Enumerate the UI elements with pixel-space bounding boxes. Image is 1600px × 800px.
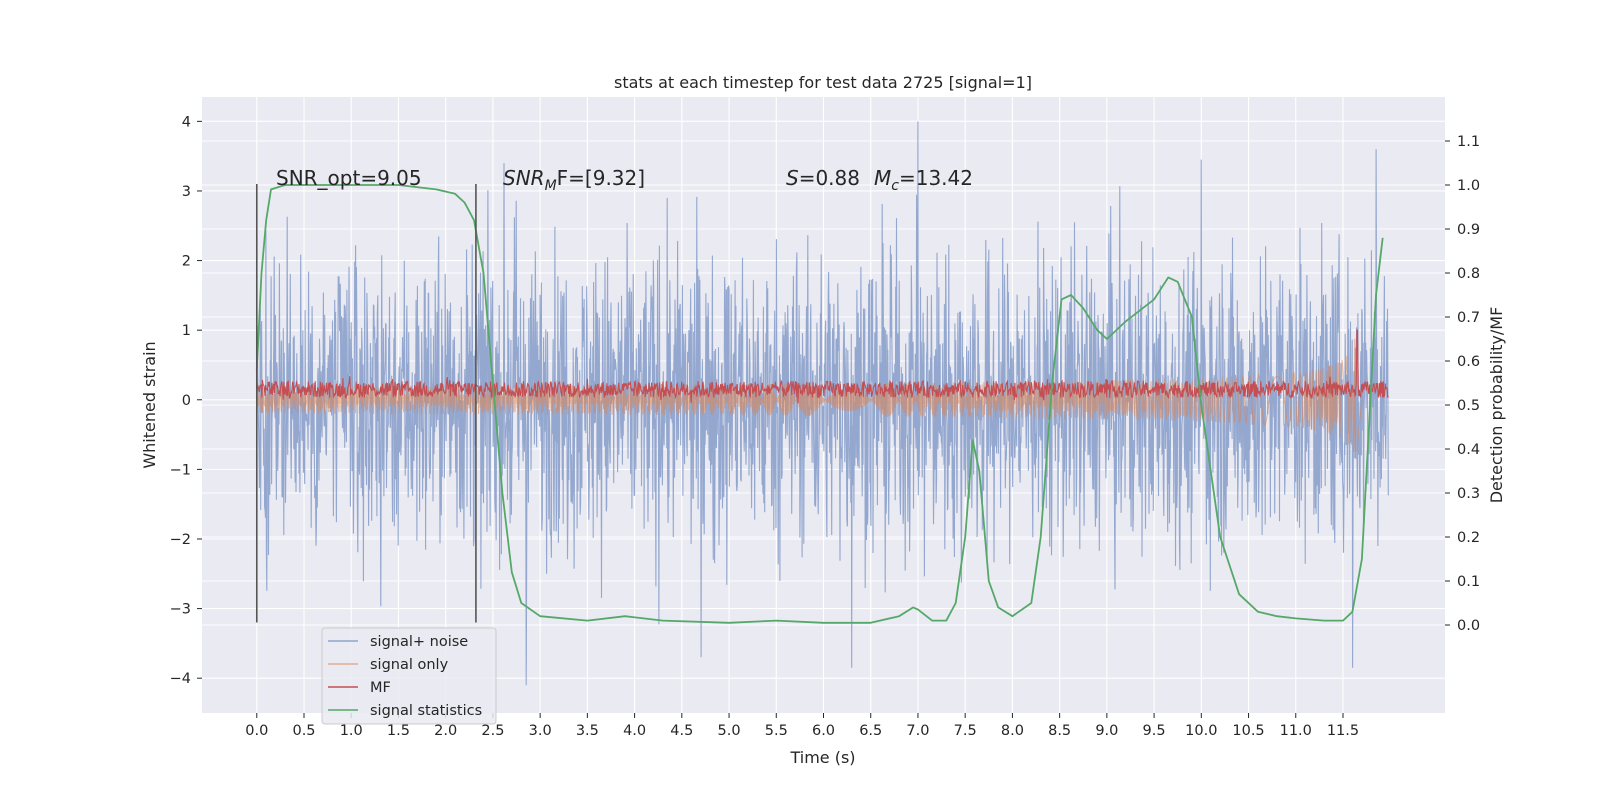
y-tick-label: −4 — [170, 671, 191, 687]
x-axis-ticks: 0.0 0.5 1.0 1.5 2.0 2.5 3.0 3.5 4.0 4.5 5.0 5.5 6.0 6… — [245, 713, 1359, 739]
annotation-snr-mf-sub: M — [545, 178, 557, 194]
annotation-snr-mf-main: SNR — [503, 166, 545, 190]
y-tick-label: 3 — [182, 184, 191, 200]
y-tick-label: −2 — [170, 532, 191, 548]
y2-tick-label: 0.7 — [1457, 310, 1480, 326]
x-tick-label: 10.0 — [1185, 723, 1217, 739]
x-tick-label: 9.0 — [1095, 723, 1118, 739]
annotation-snr-mf: SNRMF=[9.32] — [503, 166, 645, 194]
x-tick-label: 4.0 — [623, 723, 646, 739]
annotation-snr-mf-tail: F=[9.32] — [557, 166, 645, 190]
y2-tick-label: 1.1 — [1457, 134, 1480, 150]
y2-tick-label: 0.0 — [1457, 618, 1480, 634]
y2-tick-label: 0.9 — [1457, 222, 1480, 238]
x-tick-label: 7.0 — [906, 723, 929, 739]
x-tick-label: 8.5 — [1048, 723, 1071, 739]
x-axis-label: Time (s) — [789, 748, 855, 767]
x-tick-label: 2.0 — [434, 723, 457, 739]
y2-axis-label: Detection probability/MF — [1487, 307, 1506, 504]
legend-label-signal-only: signal only — [370, 657, 449, 673]
annotation-mc-value: =13.42 — [899, 166, 973, 190]
y2-axis-ticks: 1.1 1.0 0.9 0.8 0.7 0.6 0.5 0.4 0.3 0.2 0.1 0.0 — [1445, 134, 1480, 634]
y2-tick-label: 0.6 — [1457, 354, 1480, 370]
y-tick-label: 4 — [182, 114, 191, 130]
annotation-snr-opt: SNR_opt=9.05 — [276, 166, 422, 190]
x-tick-label: 1.5 — [387, 723, 410, 739]
y2-tick-label: 0.8 — [1457, 266, 1480, 282]
legend-label-signal-statistics: signal statistics — [370, 703, 482, 719]
legend-label-mf: MF — [370, 680, 391, 696]
y2-tick-label: 0.2 — [1457, 530, 1480, 546]
y-axis-label: Whitened strain — [140, 341, 159, 468]
x-tick-label: 6.0 — [812, 723, 835, 739]
x-tick-label: 0.0 — [245, 723, 268, 739]
y2-tick-label: 1.0 — [1457, 178, 1480, 194]
x-tick-label: 5.5 — [765, 723, 788, 739]
y-tick-label: 1 — [182, 323, 191, 339]
y2-tick-label: 0.5 — [1457, 398, 1480, 414]
x-tick-label: 3.5 — [576, 723, 599, 739]
x-tick-label: 8.0 — [1001, 723, 1024, 739]
y-tick-label: 2 — [182, 254, 191, 270]
x-tick-label: 9.5 — [1143, 723, 1166, 739]
series-layer — [255, 121, 1389, 686]
chart-title: stats at each timestep for test data 272… — [614, 73, 1032, 92]
y2-tick-label: 0.4 — [1457, 442, 1480, 458]
legend-label-signal-noise: signal+ noise — [370, 634, 468, 650]
x-tick-label: 4.5 — [670, 723, 693, 739]
x-tick-label: 10.5 — [1232, 723, 1264, 739]
y-tick-label: 0 — [182, 393, 191, 409]
annotation-s-mc: S=0.88 Mc=13.42 — [786, 166, 973, 194]
x-tick-label: 1.0 — [340, 723, 363, 739]
annotation-s-value: =0.88 — [799, 166, 860, 190]
x-tick-label: 7.5 — [954, 723, 977, 739]
x-tick-label: 6.5 — [859, 723, 882, 739]
y2-tick-label: 0.3 — [1457, 486, 1480, 502]
x-tick-label: 2.5 — [481, 723, 504, 739]
y2-tick-label: 0.1 — [1457, 574, 1480, 590]
series-signal-statistics — [255, 184, 1384, 624]
annotation-mc-main: M — [874, 166, 891, 190]
legend-box — [321, 627, 497, 725]
x-tick-label: 11.0 — [1280, 723, 1312, 739]
x-tick-label: 0.5 — [292, 723, 315, 739]
y-tick-label: −1 — [170, 462, 191, 478]
y-axis-ticks: 4 3 2 1 0 −1 −2 −3 −4 — [170, 114, 202, 687]
x-tick-label: 11.5 — [1327, 723, 1359, 739]
vertical-markers — [255, 184, 477, 623]
x-tick-label: 5.0 — [718, 723, 741, 739]
annotation-mc-sub: c — [891, 178, 899, 194]
x-tick-label: 3.0 — [529, 723, 552, 739]
series-signal-noise — [256, 121, 1389, 686]
y-tick-label: −3 — [170, 602, 191, 618]
legend: signal+ noise signal only MF signal stat… — [321, 627, 497, 725]
annotation-s-main: S — [786, 166, 799, 190]
